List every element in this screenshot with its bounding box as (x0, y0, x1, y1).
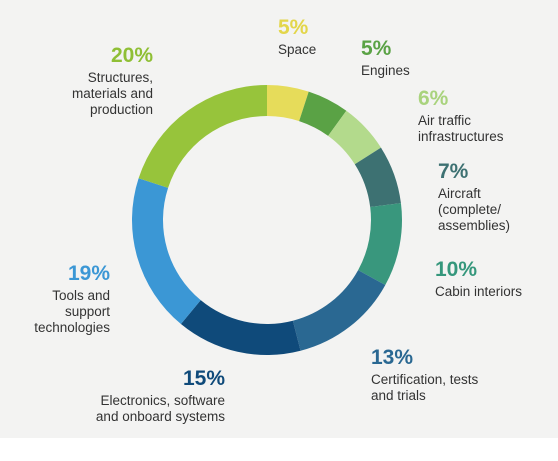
chart-card: 5% Space 5% Engines 6% Air traffic infra… (0, 0, 558, 438)
slice-value-structures: 20% (110, 44, 153, 67)
slice-value-air-traffic: 6% (418, 87, 449, 110)
donut-chart (132, 85, 402, 355)
donut-slice-engines (299, 91, 347, 136)
slice-name-tools: Tools and support technologies (34, 288, 110, 335)
slice-value-cabin-interiors: 10% (435, 258, 478, 281)
slice-label-aircraft: 7% Aircraft (complete/ assemblies) (438, 160, 510, 234)
slice-label-certification: 13% Certification, tests and trials (371, 346, 478, 404)
slice-name-engines: Engines (361, 63, 410, 78)
slice-name-electronics: Electronics, software and onboard system… (95, 393, 225, 424)
slice-label-air-traffic: 6% Air traffic infrastructures (418, 87, 504, 145)
slice-label-space: 5% Space (278, 16, 316, 58)
slice-value-engines: 5% (361, 37, 392, 60)
slice-name-air-traffic: Air traffic infrastructures (418, 113, 504, 144)
donut-slice-air (328, 110, 381, 165)
slice-name-structures: Structures, materials and production (71, 70, 153, 117)
donut-slice-space (267, 85, 309, 122)
slice-value-electronics: 15% (182, 367, 225, 390)
slice-label-structures: 20% Structures, materials and production (20, 44, 153, 118)
slice-value-tools: 19% (67, 262, 110, 285)
slice-name-space: Space (278, 42, 317, 57)
slice-label-electronics: 15% Electronics, software and onboard sy… (40, 367, 225, 425)
donut-slice-tools (132, 178, 201, 325)
donut-slice-cabin (358, 203, 402, 286)
slice-name-cabin-interiors: Cabin interiors (435, 284, 523, 299)
slice-value-aircraft: 7% (438, 160, 469, 183)
slice-name-aircraft: Aircraft (complete/ assemblies) (438, 186, 511, 233)
donut-slice-certification (292, 270, 386, 351)
donut-slice-structures (138, 85, 267, 188)
donut-slice-electronics (180, 300, 301, 355)
slice-value-certification: 13% (371, 346, 414, 369)
slice-name-certification: Certification, tests and trials (371, 372, 479, 403)
donut-slice-aircraft (354, 147, 401, 207)
slice-label-engines: 5% Engines (361, 37, 410, 79)
slice-value-space: 5% (278, 16, 309, 39)
slice-label-tools: 19% Tools and support technologies (10, 262, 110, 336)
slice-label-cabin-interiors: 10% Cabin interiors (435, 258, 522, 300)
